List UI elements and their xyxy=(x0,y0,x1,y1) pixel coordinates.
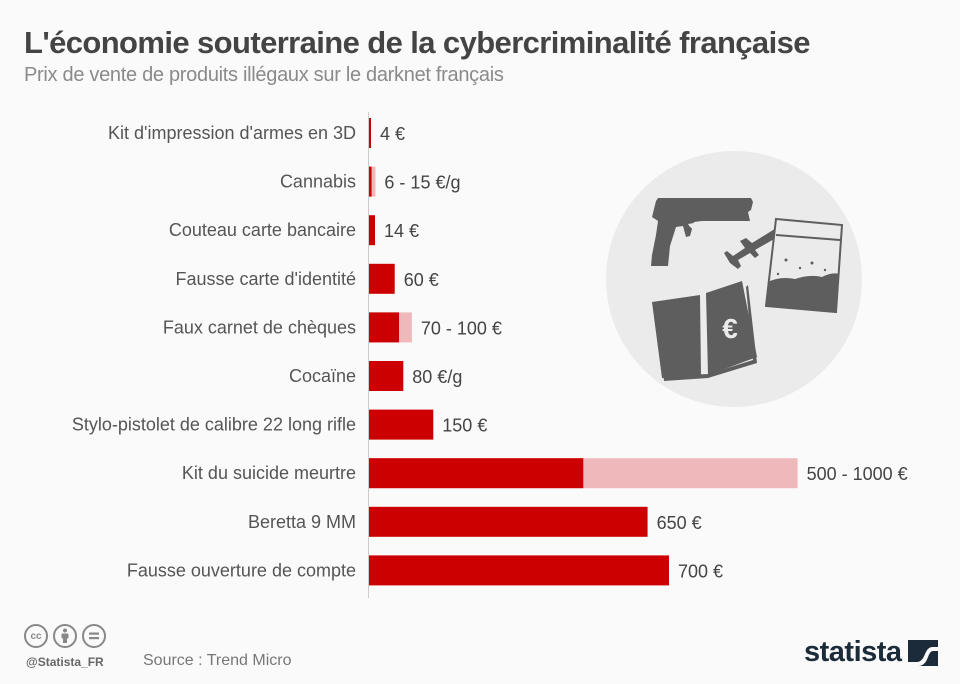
bar xyxy=(369,118,371,148)
bar xyxy=(369,555,669,586)
bar xyxy=(369,215,375,246)
value-label: 4 € xyxy=(380,124,405,144)
chart-title: L'économie souterraine de la cybercrimin… xyxy=(24,25,810,60)
value-label: 14 € xyxy=(384,221,419,241)
category-label: Kit du suicide meurtre xyxy=(182,463,356,483)
category-label: Faux carnet de chèques xyxy=(163,317,356,337)
value-label: 80 €/g xyxy=(412,367,462,387)
bar xyxy=(369,361,404,391)
bars-group: Kit d'impression d'armes en 3D 4 € Cannabi… xyxy=(72,118,908,586)
category-label: Stylo-pistolet de calibre 22 long rifle xyxy=(72,415,356,435)
bar-range xyxy=(369,166,376,197)
drug-bag-icon xyxy=(764,217,844,314)
by-icon xyxy=(53,624,77,648)
value-label: 700 € xyxy=(678,561,723,581)
value-label: 150 € xyxy=(442,416,487,436)
syringe-icon xyxy=(724,213,812,269)
cc-icon: cc xyxy=(24,624,48,648)
bar xyxy=(369,506,648,537)
person-glyph xyxy=(61,628,69,643)
statista-wordmark: statista xyxy=(804,636,902,668)
bar xyxy=(369,166,372,197)
bar xyxy=(369,263,395,294)
statista-logo: statista xyxy=(804,636,938,669)
category-label: Kit d'impression d'armes en 3D xyxy=(108,123,356,143)
value-label: 70 - 100 € xyxy=(421,318,502,338)
chart-subtitle: Prix de vente de produits illégaux sur l… xyxy=(24,64,504,86)
equals-glyph xyxy=(89,632,99,640)
category-label: Couteau carte bancaire xyxy=(169,220,356,240)
pistol-icon xyxy=(651,198,753,266)
nd-icon xyxy=(82,624,106,648)
bar xyxy=(369,409,434,440)
value-label: 6 - 15 €/g xyxy=(384,173,460,193)
category-label: Fausse carte d'identité xyxy=(175,269,356,289)
source-note: Source : Trend Micro xyxy=(143,652,292,669)
euro-passbook-icon: € xyxy=(652,281,757,381)
statista-logo-mark-icon xyxy=(907,639,938,666)
value-label: 500 - 1000 € xyxy=(807,464,908,484)
value-label: 650 € xyxy=(657,513,702,533)
category-label: Cannabis xyxy=(280,172,356,192)
category-label: Fausse ouverture de compte xyxy=(127,560,356,580)
bar xyxy=(369,458,584,489)
category-label: Cocaïne xyxy=(289,366,356,386)
statista-handle: @Statista_FR xyxy=(26,655,104,669)
license-icons: cc xyxy=(24,624,106,648)
wave-glyph xyxy=(907,646,938,666)
illustration: € xyxy=(606,151,862,407)
category-label: Beretta 9 MM xyxy=(248,512,356,532)
euro-symbol: € xyxy=(722,313,738,344)
bar xyxy=(369,312,399,343)
value-label: 60 € xyxy=(404,270,439,290)
